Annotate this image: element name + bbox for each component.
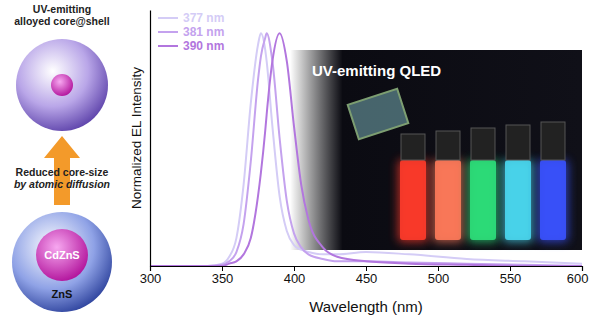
core-sphere: [51, 74, 73, 96]
legend-label: 381 nm: [183, 25, 224, 39]
vial: [400, 160, 426, 240]
x-tick: 500: [428, 266, 450, 286]
y-axis-title: Normalized EL Intensity: [129, 67, 144, 209]
x-tick-label: 550: [500, 271, 522, 286]
x-tick-label: 450: [356, 271, 378, 286]
y-axis: [150, 11, 151, 267]
vial-glow: [398, 160, 428, 242]
plot-area: [150, 33, 582, 266]
diagram-label: Reduced core-size: [16, 166, 109, 178]
photo-inset: [290, 50, 582, 250]
y-axis-line: [150, 11, 151, 267]
x-tick: 600: [567, 266, 589, 286]
x-axis: 300 350 400 450 500 550 600: [140, 266, 589, 286]
vial-glow: [538, 160, 568, 242]
x-tick: 450: [356, 266, 378, 286]
x-tick-label: 600: [567, 271, 589, 286]
vial: [540, 160, 566, 240]
shell-label: ZnS: [52, 288, 73, 300]
spectrum-line: [150, 33, 582, 266]
photo-background: [290, 50, 582, 250]
x-tick: 300: [140, 266, 162, 286]
vial-glow: [433, 160, 463, 242]
legend: 377 nm381 nm390 nm: [158, 11, 224, 53]
vial-cap: [436, 131, 460, 160]
shell-sphere: [16, 39, 108, 131]
x-tick: 550: [500, 266, 522, 286]
vial-cap: [541, 122, 565, 160]
spectrum-line: [150, 33, 582, 266]
legend-swatch: [158, 17, 178, 19]
core-sphere: [36, 229, 88, 281]
vial-glow: [503, 160, 533, 242]
x-tick-label: 300: [140, 271, 162, 286]
x-tick-label: 400: [284, 271, 306, 286]
x-axis-title: Wavelength (nm): [309, 298, 423, 315]
legend-swatch: [158, 45, 178, 47]
diagram-label: UV-emitting: [33, 3, 91, 15]
vial: [435, 160, 461, 240]
vial: [470, 160, 496, 240]
x-tick-label: 350: [212, 271, 234, 286]
diagram: UV-emittingalloyed core@shell Reduced cor…: [12, 3, 112, 312]
shell-sphere: [12, 212, 112, 312]
vial-glow: [468, 160, 498, 242]
legend-label: 390 nm: [183, 39, 224, 53]
x-tick: 400: [284, 266, 306, 286]
legend-label: 377 nm: [183, 11, 224, 25]
vial-cap: [401, 134, 425, 160]
figure: UV-emittingalloyed core@shell Reduced cor…: [0, 0, 595, 320]
x-tick: 350: [212, 266, 234, 286]
vial-cap: [506, 125, 530, 160]
chart-title: UV-emitting QLED: [312, 62, 441, 79]
vial-cap: [471, 128, 495, 160]
diagram-label: alloyed core@shell: [14, 15, 110, 27]
legend-swatch: [158, 31, 178, 33]
vial: [505, 160, 531, 240]
glass-slide: [348, 89, 409, 139]
x-tick-label: 500: [428, 271, 450, 286]
diagram-label: by atomic diffusion: [14, 178, 110, 190]
spectrum-line: [150, 33, 582, 266]
core-label: CdZnS: [44, 249, 79, 261]
